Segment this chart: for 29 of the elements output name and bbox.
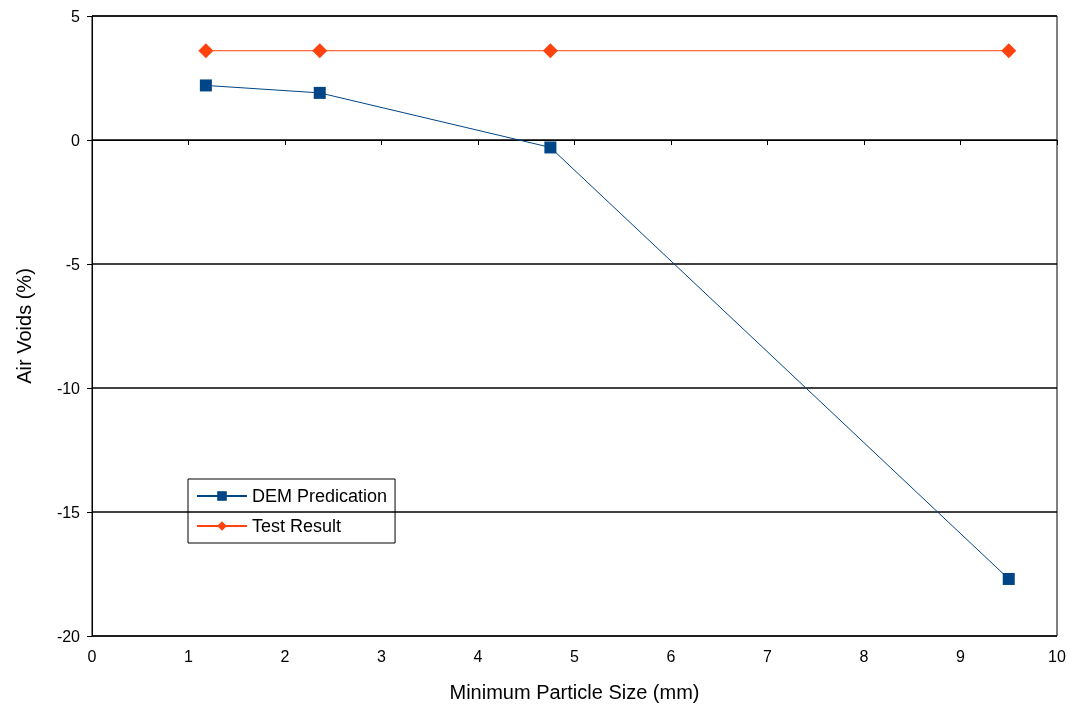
y-tick-label: -20 bbox=[56, 627, 81, 645]
y-tick-label: 5 bbox=[71, 7, 81, 25]
point bbox=[1002, 572, 1015, 585]
legend-label: Test Result bbox=[252, 516, 342, 536]
x-tick-label: 9 bbox=[956, 647, 966, 665]
y-axis-title: Air Voids (%) bbox=[13, 268, 35, 384]
x-tick-label: 6 bbox=[666, 647, 676, 665]
point bbox=[198, 43, 214, 59]
x-tick-label: 2 bbox=[280, 647, 290, 665]
y-tick-label: -10 bbox=[56, 379, 81, 397]
legend-label: DEM Predication bbox=[252, 486, 388, 506]
y-tick-label: 0 bbox=[71, 131, 81, 149]
point bbox=[544, 141, 557, 154]
x-tick-label: 3 bbox=[377, 647, 387, 665]
point bbox=[542, 43, 558, 59]
x-tick-label: 10 bbox=[1048, 647, 1066, 665]
point bbox=[312, 43, 328, 59]
x-tick-label: 5 bbox=[570, 647, 580, 665]
point bbox=[199, 79, 212, 92]
x-tick-label: 1 bbox=[184, 647, 194, 665]
x-tick-label: 0 bbox=[87, 647, 97, 665]
y-tick-label: -15 bbox=[56, 503, 81, 521]
point bbox=[313, 86, 326, 99]
y-tick-label: -5 bbox=[65, 255, 81, 273]
x-tick-label: 8 bbox=[859, 647, 869, 665]
x-tick-label: 7 bbox=[763, 647, 773, 665]
x-tick-label: 4 bbox=[473, 647, 483, 665]
point bbox=[1001, 43, 1017, 59]
x-axis-title: Minimum Particle Size (mm) bbox=[449, 681, 700, 703]
